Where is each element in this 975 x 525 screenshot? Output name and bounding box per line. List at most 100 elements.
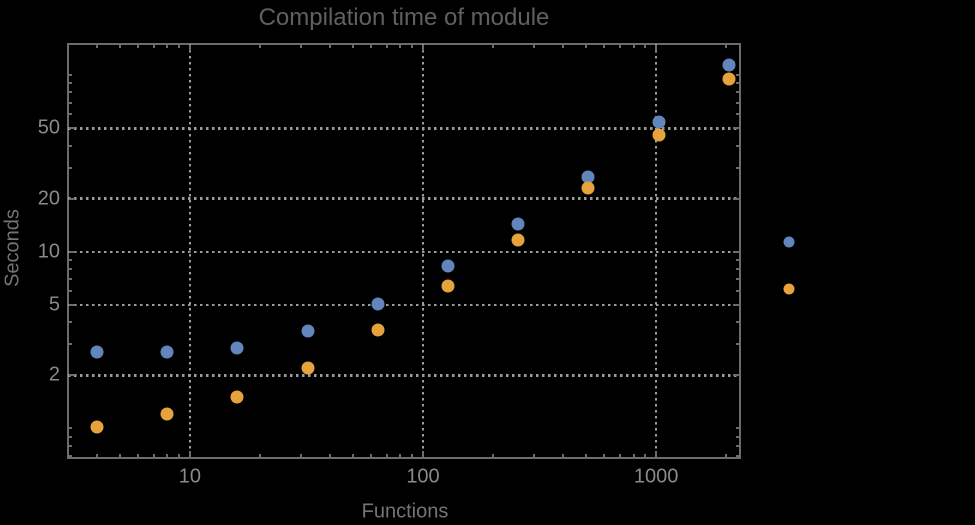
x-tick-top-8 [166, 45, 169, 48]
x-tick-bottom-7 [152, 454, 155, 457]
x-tick-bottom-400 [562, 454, 565, 457]
data-point-series-2-orange-x256 [511, 233, 525, 247]
x-tick-bottom-1000 [655, 451, 658, 457]
data-point-series-2-orange-x512 [581, 181, 595, 195]
x-tick-bottom-30 [300, 454, 303, 457]
x-tick-top-9 [178, 45, 181, 48]
x-tick-top-5 [118, 45, 121, 48]
x-tick-bottom-40 [329, 454, 332, 457]
legend-marker-blue [783, 236, 795, 248]
data-point-series-1-blue-x128 [441, 259, 455, 273]
gridline-y-10 [68, 250, 740, 254]
x-tick-top-7 [152, 45, 155, 48]
x-tick-bottom-900 [644, 454, 647, 457]
x-tick-top-10 [188, 45, 191, 51]
x-tick-top-30 [300, 45, 303, 48]
chart-title: Compilation time of module [258, 4, 550, 31]
x-tick-bottom-500 [584, 454, 587, 457]
y-tick-left-90 [69, 82, 72, 85]
x-tick-bottom-20 [259, 454, 262, 457]
y-tick-left-40 [69, 144, 72, 147]
data-point-series-1-blue-x16 [230, 341, 244, 355]
y-tick-left-5 [69, 303, 75, 306]
x-tick-bottom-80 [399, 454, 402, 457]
y-axis-label: Seconds [1, 209, 24, 287]
y-tick-label-5: 5 [48, 293, 60, 316]
x-tick-top-400 [562, 45, 565, 48]
x-tick-bottom-5 [118, 454, 121, 457]
y-tick-left-8 [69, 267, 72, 270]
y-tick-right-8 [736, 267, 739, 270]
x-tick-bottom-6 [137, 454, 140, 457]
gridline-y-2 [68, 374, 740, 377]
y-tick-left-7 [69, 278, 72, 281]
y-tick-left-9 [69, 258, 72, 261]
y-tick-left-70 [69, 101, 72, 104]
x-tick-top-4 [96, 45, 99, 48]
y-tick-right-90 [736, 82, 739, 85]
y-tick-label-20: 20 [37, 187, 60, 210]
x-tick-top-100 [422, 45, 424, 51]
y-tick-left-100 [69, 74, 72, 77]
x-tick-bottom-600 [603, 454, 606, 457]
y-tick-right-0.7 [736, 454, 739, 457]
data-point-series-2-orange-x8 [160, 407, 174, 421]
y-tick-left-2 [69, 374, 75, 377]
x-tick-bottom-200 [492, 454, 495, 457]
y-tick-right-60 [736, 113, 739, 116]
y-tick-right-7 [736, 278, 739, 281]
x-tick-top-500 [584, 45, 587, 48]
gridline-y-50 [68, 127, 740, 130]
legend-marker-orange [783, 283, 795, 295]
x-tick-top-2000 [725, 45, 728, 48]
data-point-series-1-blue-x8 [160, 345, 174, 359]
x-tick-bottom-700 [619, 454, 621, 457]
data-point-series-2-orange-x128 [441, 279, 455, 293]
y-tick-right-5 [733, 303, 739, 306]
x-tick-bottom-300 [533, 454, 536, 457]
x-tick-bottom-50 [351, 454, 354, 457]
data-point-series-2-orange-x4 [90, 420, 104, 434]
x-tick-bottom-2000 [725, 454, 728, 457]
x-tick-top-600 [603, 45, 606, 48]
y-tick-label-2: 2 [48, 363, 60, 386]
y-tick-right-20 [733, 197, 739, 200]
data-point-series-1-blue-x4 [90, 345, 104, 359]
x-tick-top-800 [632, 45, 635, 48]
y-tick-left-10 [69, 250, 75, 253]
data-point-series-1-blue-x512 [581, 170, 595, 184]
x-tick-top-70 [385, 45, 388, 48]
x-tick-label-10: 10 [178, 465, 201, 488]
x-tick-label-100: 100 [406, 465, 440, 488]
y-tick-label-10: 10 [37, 240, 60, 263]
y-tick-right-6 [736, 290, 739, 292]
x-tick-bottom-10 [188, 451, 191, 457]
x-tick-top-900 [644, 45, 647, 48]
y-tick-left-20 [69, 197, 75, 200]
x-tick-top-20 [259, 45, 262, 48]
x-axis-label: Functions [361, 500, 449, 523]
y-tick-left-0.9 [69, 435, 72, 438]
data-point-series-1-blue-x256 [511, 217, 525, 231]
y-tick-label-50: 50 [37, 116, 60, 139]
y-tick-left-0.8 [69, 444, 72, 447]
y-tick-right-3 [736, 343, 739, 346]
data-point-series-1-blue-x2048 [722, 58, 736, 72]
y-tick-right-4 [736, 321, 739, 324]
y-tick-right-30 [736, 166, 739, 169]
y-tick-right-50 [733, 127, 739, 130]
gridline-y-5 [68, 303, 740, 307]
data-point-series-2-orange-x16 [230, 390, 244, 404]
y-tick-left-80 [69, 91, 72, 94]
y-tick-left-60 [69, 113, 72, 116]
x-tick-bottom-60 [370, 454, 373, 457]
y-tick-right-80 [736, 91, 739, 94]
x-tick-top-700 [619, 45, 621, 48]
x-tick-top-90 [411, 45, 414, 48]
x-tick-top-50 [351, 45, 354, 48]
x-tick-top-1000 [655, 45, 658, 51]
x-tick-top-40 [329, 45, 332, 48]
y-tick-left-1 [69, 427, 72, 430]
x-tick-bottom-8 [166, 454, 169, 457]
